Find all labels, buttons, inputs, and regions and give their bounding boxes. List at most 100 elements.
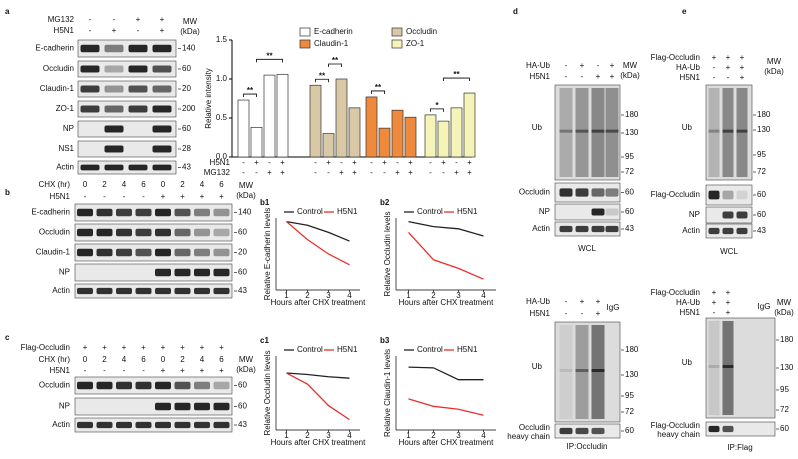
header-sign: -: [113, 15, 116, 24]
header-sign: +: [596, 297, 601, 306]
panel-label: d: [513, 7, 518, 16]
x-axis-label: Hours after CHX treatment: [399, 438, 494, 447]
band: [174, 287, 191, 295]
mw-label: 130: [625, 370, 639, 379]
bar: [348, 107, 361, 158]
smear: [575, 325, 589, 419]
mw-label: 60: [757, 190, 766, 199]
x-tick-label: 3: [326, 291, 331, 300]
sig-bracket: [243, 93, 257, 98]
row-label: Occludin: [39, 381, 70, 390]
band: [152, 125, 172, 133]
legend-label: Control: [297, 345, 323, 354]
blot-strip: [74, 263, 233, 282]
blot-strip: [77, 120, 177, 138]
band: [213, 248, 230, 257]
band: [80, 44, 100, 53]
row-label: Flag-Occludin: [651, 190, 700, 199]
band: [96, 208, 113, 217]
band: [77, 228, 93, 237]
condition-sign: -: [370, 168, 373, 177]
header-sign: +: [726, 63, 731, 72]
mw-label: 200: [182, 104, 196, 113]
band: [575, 129, 589, 133]
x-tick-label: 2: [431, 431, 436, 440]
header-sign: -: [142, 366, 145, 375]
bar: [335, 78, 348, 158]
bar: [322, 133, 335, 158]
header-name: Flag-Occludin: [21, 343, 70, 352]
header-sign: -: [89, 26, 92, 35]
blot-footer: IP:Occludin: [567, 442, 608, 451]
condition-sign: +: [352, 158, 357, 167]
band: [80, 85, 100, 93]
sig-label: **: [319, 71, 326, 80]
legend-swatch: [299, 27, 311, 37]
band: [174, 248, 191, 257]
bar: [237, 99, 250, 158]
band: [135, 381, 152, 390]
header-sign: 2: [102, 180, 107, 189]
band: [213, 287, 230, 295]
header-sign: +: [122, 343, 127, 352]
row-label: Actin: [532, 224, 550, 233]
mw-title: MW: [767, 57, 782, 66]
header-sign: 0: [161, 355, 166, 364]
mw-unit: (kDa): [764, 67, 784, 76]
condition-sign: -: [327, 168, 330, 177]
header-sign: -: [123, 192, 126, 201]
condition-sign: +: [454, 168, 459, 177]
blot-strip: [77, 100, 177, 118]
band: [591, 369, 605, 372]
row-label: Claudin-1: [40, 84, 75, 93]
blot-strip: [554, 203, 621, 221]
band: [77, 381, 93, 390]
header-sign: 4: [200, 180, 205, 189]
mw-label: 130: [757, 125, 771, 134]
row-label: NP: [59, 268, 70, 277]
header-sign: +: [596, 72, 601, 81]
legend-label: H5N1: [457, 345, 478, 354]
band: [736, 211, 748, 219]
header-sign: +: [112, 26, 117, 35]
header-sign: 0: [161, 180, 166, 189]
condition-sign: +: [326, 158, 331, 167]
condition-name: H5N1: [210, 158, 231, 167]
mw-label: 43: [238, 420, 247, 429]
mw-label: 28: [182, 144, 191, 153]
condition-name: MG132: [204, 168, 231, 177]
header-sign: +: [83, 343, 88, 352]
mw-label: 180: [625, 345, 639, 354]
y-axis-label: Relative E-cadherin levels: [263, 208, 272, 301]
x-tick-label: 4: [481, 291, 486, 300]
sig-bracket: [371, 90, 385, 94]
legend-label: Control: [417, 345, 443, 354]
row-sublabel: heavy chain: [507, 432, 550, 441]
header-sign: -: [84, 192, 87, 201]
condition-sign: -: [242, 168, 245, 177]
band: [155, 402, 171, 411]
bar: [276, 73, 289, 158]
mw-label: 95: [625, 391, 634, 400]
blot-footer: WCL: [720, 247, 738, 256]
row-label: NP: [539, 207, 550, 216]
y-tick-label: 1.0: [216, 74, 228, 83]
bar: [378, 127, 391, 158]
header-name: HA-Ub: [526, 297, 551, 306]
bar: [365, 96, 378, 158]
header-name: H5N1: [680, 308, 701, 317]
band: [135, 287, 152, 295]
condition-sign: -: [314, 168, 317, 177]
mw-label: 43: [757, 226, 766, 235]
bar: [263, 74, 276, 158]
band: [152, 65, 172, 73]
band: [155, 248, 171, 257]
panel-label: a: [5, 7, 10, 16]
panel-label: b2: [380, 198, 390, 207]
mw-unit: (kDa): [180, 27, 200, 36]
ub-label: Ub: [682, 123, 693, 132]
condition-sign: +: [280, 158, 285, 167]
y-tick-label: 0.0: [216, 152, 228, 161]
band: [104, 164, 124, 171]
